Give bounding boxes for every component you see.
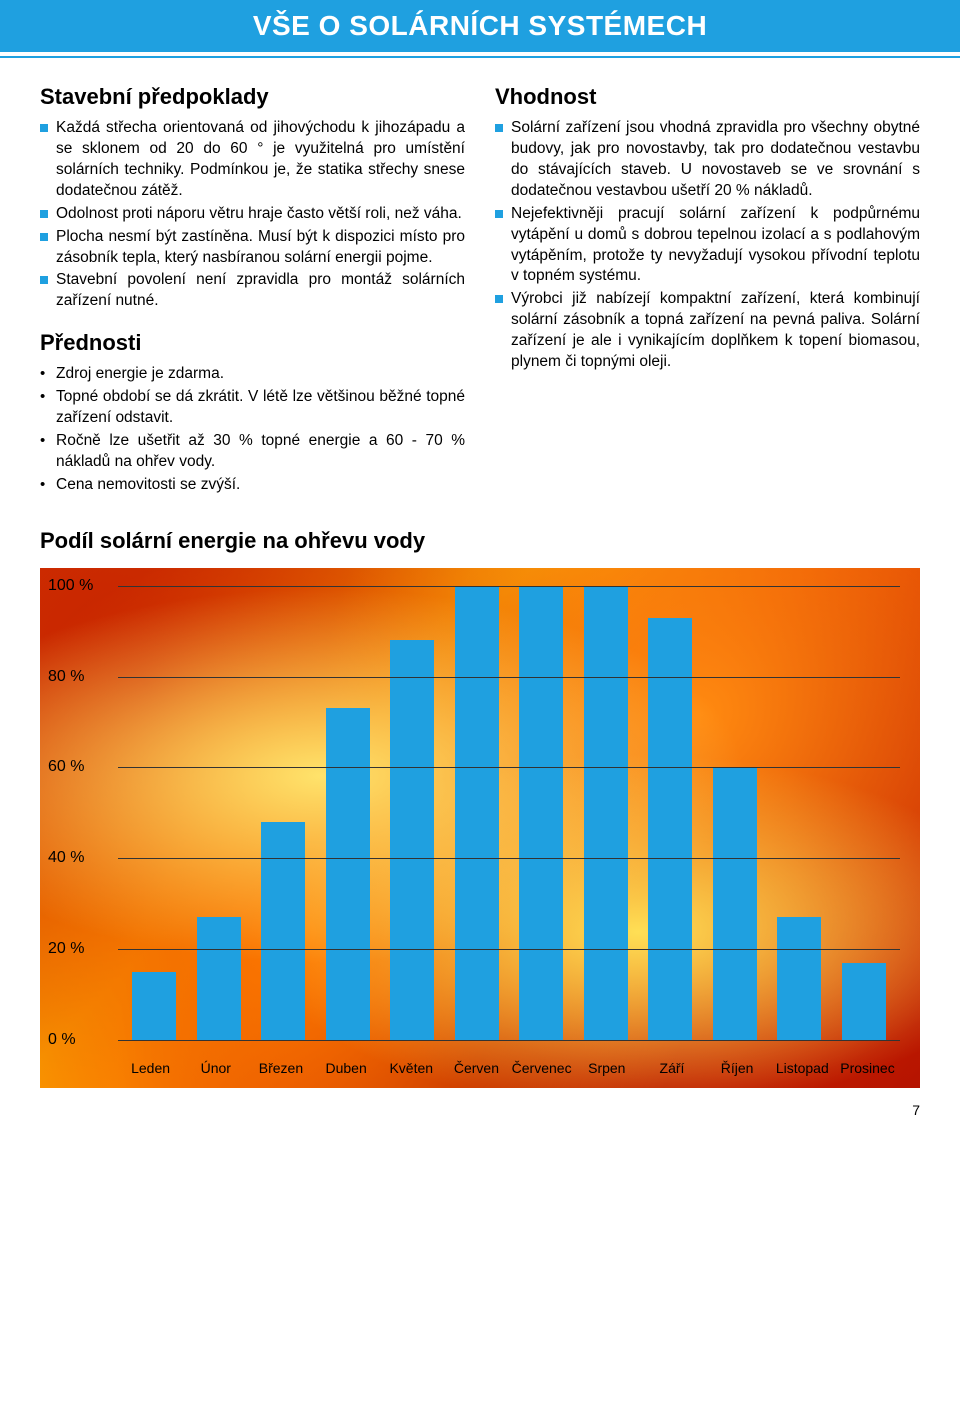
chart-gridline	[118, 1040, 900, 1041]
list-item: Každá střecha orientovaná od jihovýchodu…	[40, 118, 465, 202]
chart-bar	[584, 586, 628, 1040]
heading-vhodnost: Vhodnost	[495, 84, 920, 110]
chart-bar-slot	[251, 586, 316, 1040]
list-item: Solární zařízení jsou vhodná zpravidla p…	[495, 118, 920, 202]
chart-container: 0 %20 %40 %60 %80 %100 % LedenÚnorBřezen…	[40, 568, 920, 1088]
chart-bars	[118, 586, 900, 1040]
list-prednosti: Zdroj energie je zdarma. Topné období se…	[40, 364, 465, 496]
chart-y-label: 60 %	[48, 758, 108, 776]
chart-bar-slot	[832, 586, 897, 1040]
list-item: Odolnost proti náporu větru hraje často …	[40, 204, 465, 225]
chart-y-label: 40 %	[48, 849, 108, 867]
chart-bar-slot	[316, 586, 381, 1040]
list-item: Plocha nesmí být zastíněna. Musí být k d…	[40, 227, 465, 269]
chart-y-label: 100 %	[48, 577, 108, 595]
chart-x-label: Duben	[314, 1060, 379, 1076]
chart-bar-slot	[445, 586, 510, 1040]
chart-bar	[713, 767, 757, 1039]
chart-x-label: Srpen	[574, 1060, 639, 1076]
chart-gridline	[118, 949, 900, 950]
chart-bar	[842, 963, 886, 1040]
chart-gridline	[118, 858, 900, 859]
list-item: Nejefektivněji pracují solární zařízení …	[495, 204, 920, 288]
chart-x-label: Prosinec	[835, 1060, 900, 1076]
chart-bar	[132, 972, 176, 1040]
chart-bar-slot	[122, 586, 187, 1040]
chart-x-labels: LedenÚnorBřezenDubenKvětenČervenČervenec…	[118, 1060, 900, 1076]
chart-bar-slot	[638, 586, 703, 1040]
chart-x-label: Březen	[248, 1060, 313, 1076]
heading-stavebni: Stavební předpoklady	[40, 84, 465, 110]
chart-x-label: Listopad	[770, 1060, 835, 1076]
chart-x-label: Červen	[444, 1060, 509, 1076]
chart-y-label: 0 %	[48, 1031, 108, 1049]
chart-x-label: Září	[639, 1060, 704, 1076]
chart-x-label: Květen	[379, 1060, 444, 1076]
chart-bar	[390, 640, 434, 1040]
heading-prednosti: Přednosti	[40, 330, 465, 356]
list-item: Zdroj energie je zdarma.	[40, 364, 465, 385]
list-stavebni: Každá střecha orientovaná od jihovýchodu…	[40, 118, 465, 312]
chart-x-label: Únor	[183, 1060, 248, 1076]
list-item: Ročně lze ušetřit až 30 % topné energie …	[40, 431, 465, 473]
chart-bar	[455, 586, 499, 1040]
two-column-layout: Stavební předpoklady Každá střecha orien…	[40, 78, 920, 498]
right-column: Vhodnost Solární zařízení jsou vhodná zp…	[495, 78, 920, 498]
chart-bar-slot	[574, 586, 639, 1040]
page-banner: VŠE O SOLÁRNÍCH SYSTÉMECH	[0, 0, 960, 52]
chart-plot-area: 0 %20 %40 %60 %80 %100 %	[118, 586, 900, 1040]
chart-bar-slot	[703, 586, 768, 1040]
chart-gridline	[118, 677, 900, 678]
chart-bar	[326, 708, 370, 1039]
chart-bar-slot	[509, 586, 574, 1040]
list-item: Topné období se dá zkrátit. V létě lze v…	[40, 387, 465, 429]
chart-bar	[777, 917, 821, 1040]
chart-gridline	[118, 586, 900, 587]
chart-bar-slot	[187, 586, 252, 1040]
chart-bar	[648, 618, 692, 1040]
chart-bar	[261, 822, 305, 1040]
chart-bar-slot	[767, 586, 832, 1040]
left-column: Stavební předpoklady Každá střecha orien…	[40, 78, 465, 498]
page-number: 7	[40, 1088, 920, 1118]
chart-bar-slot	[380, 586, 445, 1040]
banner-underline	[0, 56, 960, 58]
chart-bar	[519, 586, 563, 1040]
list-item: Cena nemovitosti se zvýší.	[40, 475, 465, 496]
chart-x-label: Leden	[118, 1060, 183, 1076]
list-item: Stavební povolení není zpravidla pro mon…	[40, 270, 465, 312]
chart-title: Podíl solární energie na ohřevu vody	[40, 528, 920, 554]
chart-bar	[197, 917, 241, 1040]
chart-gridline	[118, 767, 900, 768]
chart-y-label: 80 %	[48, 668, 108, 686]
chart-y-label: 20 %	[48, 940, 108, 958]
chart-x-label: Říjen	[705, 1060, 770, 1076]
chart-x-label: Červenec	[509, 1060, 574, 1076]
list-vhodnost: Solární zařízení jsou vhodná zpravidla p…	[495, 118, 920, 373]
list-item: Výrobci již nabízejí kompaktní zařízení,…	[495, 289, 920, 373]
